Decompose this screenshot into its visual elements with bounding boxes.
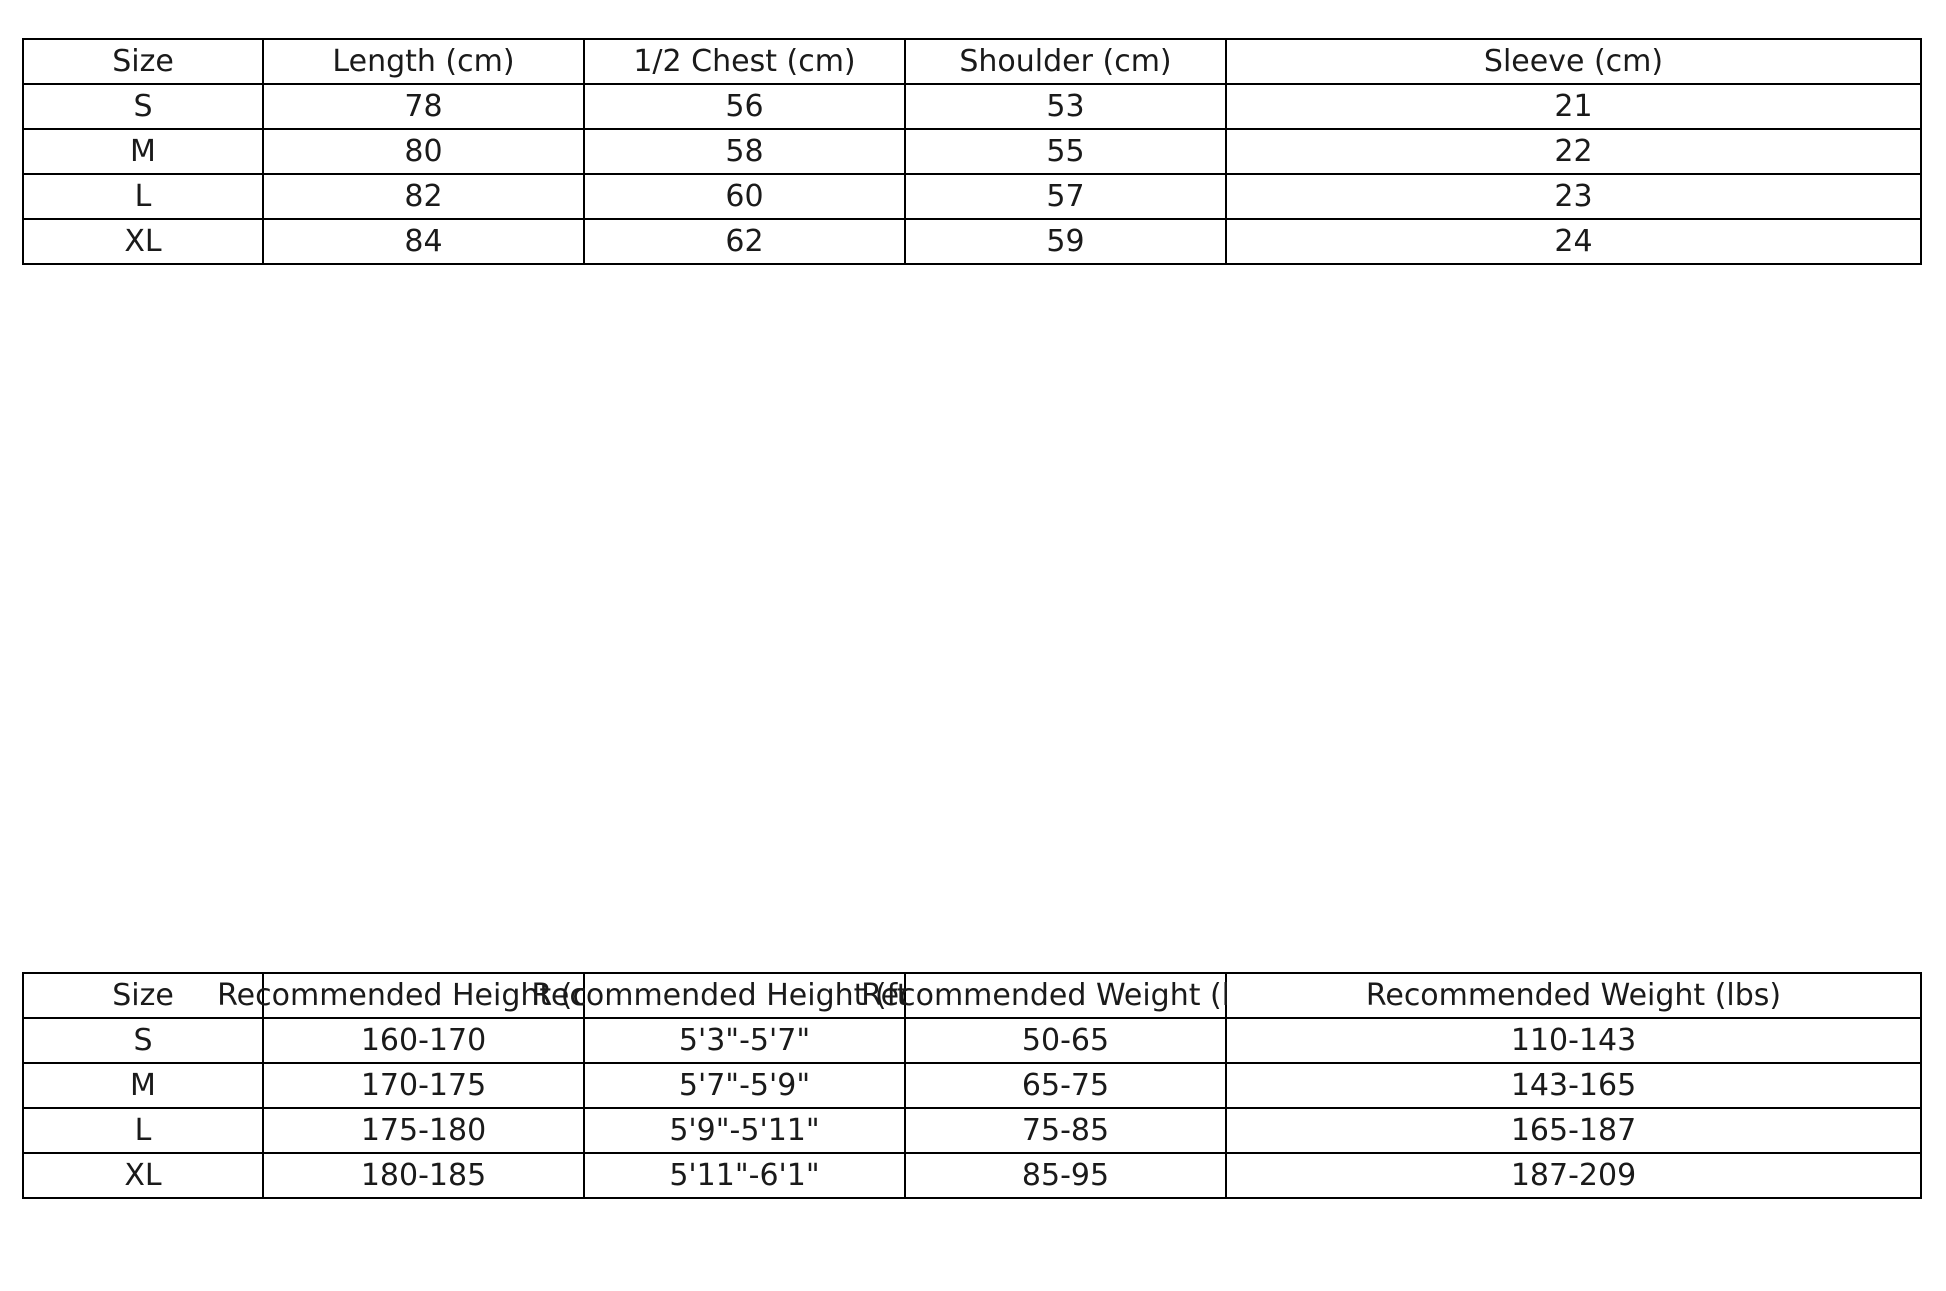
- garment-measurements-table: Size Length (cm) 1/2 Chest (cm) Shoulder…: [22, 38, 1922, 265]
- table-row: XL 84 62 59 24: [22, 218, 1922, 265]
- cell-weight-kg: 75-85: [904, 1107, 1227, 1154]
- cell-height-ftin: 5'3"-5'7": [583, 1017, 906, 1064]
- cell-length: 84: [262, 218, 585, 265]
- column-header-chest: 1/2 Chest (cm): [583, 38, 906, 85]
- cell-shoulder: 53: [904, 83, 1227, 130]
- table-row: L 175-180 5'9"-5'11" 75-85 165-187: [22, 1107, 1922, 1154]
- cell-height-cm: 175-180: [262, 1107, 585, 1154]
- cell-size: M: [22, 1062, 264, 1109]
- cell-height-ftin: 5'7"-5'9": [583, 1062, 906, 1109]
- table-header-row: Size Recommended Height (cm) Recommended…: [22, 972, 1922, 1019]
- cell-sleeve: 22: [1225, 128, 1922, 175]
- column-header-weight-lbs: Recommended Weight (lbs): [1225, 972, 1922, 1019]
- column-header-weight-kg: Recommended Weight (kg): [861, 972, 1270, 1019]
- cell-height-cm: 160-170: [262, 1017, 585, 1064]
- table-row: M 170-175 5'7"-5'9" 65-75 143-165: [22, 1062, 1922, 1109]
- cell-weight-kg: 50-65: [904, 1017, 1227, 1064]
- table-row: XL 180-185 5'11"-6'1" 85-95 187-209: [22, 1152, 1922, 1199]
- cell-height-ftin: 5'11"-6'1": [583, 1152, 906, 1199]
- column-header-weight-kg-label: Recommended Weight (kg): [861, 978, 1270, 1013]
- cell-weight-lbs: 165-187: [1225, 1107, 1922, 1154]
- column-header-height-cm-label: Recommended Height (cm): [217, 978, 630, 1013]
- table-row: M 80 58 55 22: [22, 128, 1922, 175]
- cell-length: 80: [262, 128, 585, 175]
- cell-size: S: [22, 83, 264, 130]
- cell-size: M: [22, 128, 264, 175]
- cell-height-cm: 180-185: [262, 1152, 585, 1199]
- cell-shoulder: 59: [904, 218, 1227, 265]
- cell-size: L: [22, 173, 264, 220]
- cell-chest: 56: [583, 83, 906, 130]
- recommended-fit-table: Size Recommended Height (cm) Recommended…: [22, 972, 1922, 1199]
- cell-height-cm: 170-175: [262, 1062, 585, 1109]
- cell-size: L: [22, 1107, 264, 1154]
- cell-weight-lbs: 110-143: [1225, 1017, 1922, 1064]
- cell-sleeve: 23: [1225, 173, 1922, 220]
- cell-chest: 60: [583, 173, 906, 220]
- table-row: L 82 60 57 23: [22, 173, 1922, 220]
- column-header-size-label: Size: [112, 978, 174, 1013]
- column-header-length: Length (cm): [262, 38, 585, 85]
- cell-height-ftin: 5'9"-5'11": [583, 1107, 906, 1154]
- cell-shoulder: 57: [904, 173, 1227, 220]
- column-header-height-cm: Recommended Height (cm): [217, 972, 630, 1019]
- column-header-height-ftin-label: Recommended Height (ft/in): [531, 978, 958, 1013]
- cell-weight-lbs: 143-165: [1225, 1062, 1922, 1109]
- cell-shoulder: 55: [904, 128, 1227, 175]
- cell-sleeve: 24: [1225, 218, 1922, 265]
- column-header-height-ftin: Recommended Height (ft/in): [531, 972, 958, 1019]
- column-header-size: Size: [22, 38, 264, 85]
- table-header-row: Size Length (cm) 1/2 Chest (cm) Shoulder…: [22, 38, 1922, 85]
- cell-sleeve: 21: [1225, 83, 1922, 130]
- table-row: S 78 56 53 21: [22, 83, 1922, 130]
- cell-weight-kg: 65-75: [904, 1062, 1227, 1109]
- cell-chest: 58: [583, 128, 906, 175]
- cell-size: XL: [22, 1152, 264, 1199]
- column-header-weight-lbs-label: Recommended Weight (lbs): [1365, 978, 1782, 1013]
- cell-chest: 62: [583, 218, 906, 265]
- cell-weight-lbs: 187-209: [1225, 1152, 1922, 1199]
- column-header-sleeve: Sleeve (cm): [1225, 38, 1922, 85]
- cell-size: XL: [22, 218, 264, 265]
- cell-size: S: [22, 1017, 264, 1064]
- cell-length: 82: [262, 173, 585, 220]
- cell-length: 78: [262, 83, 585, 130]
- column-header-shoulder: Shoulder (cm): [904, 38, 1227, 85]
- column-header-size: Size: [22, 972, 264, 1019]
- cell-weight-kg: 85-95: [904, 1152, 1227, 1199]
- table-row: S 160-170 5'3"-5'7" 50-65 110-143: [22, 1017, 1922, 1064]
